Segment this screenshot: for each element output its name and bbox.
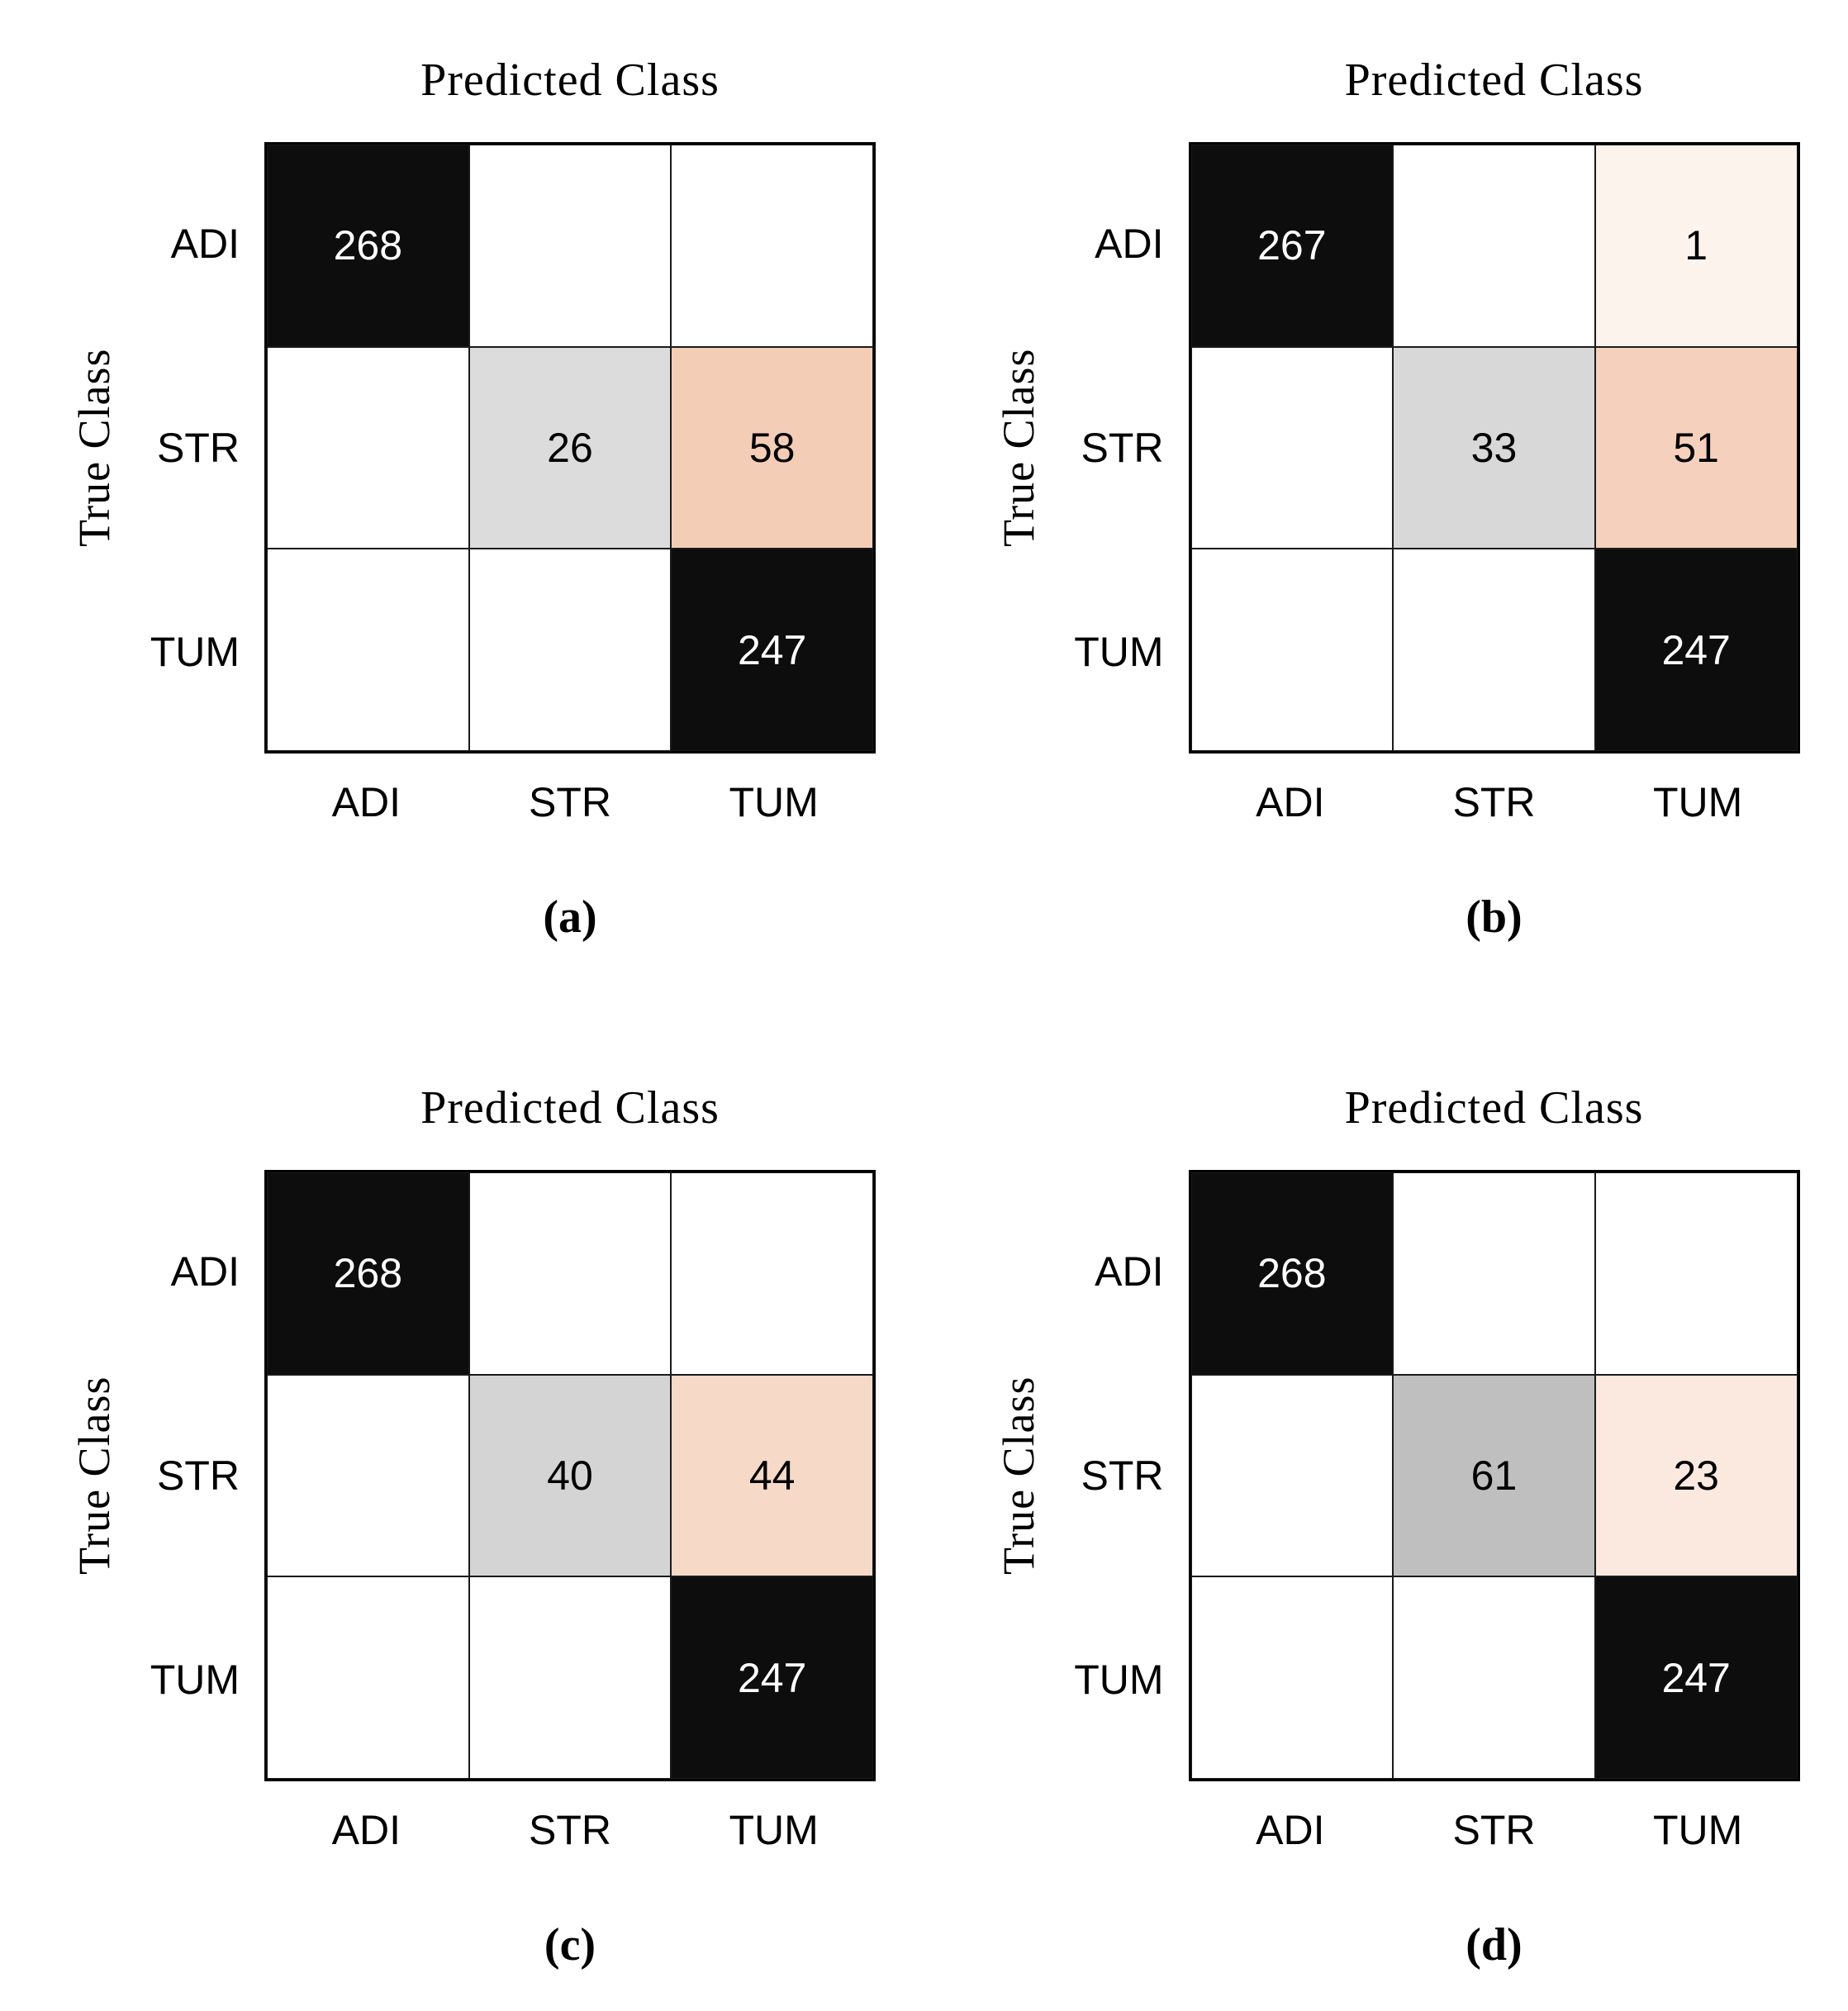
matrix-cell xyxy=(468,1172,672,1375)
row-label-str: STR xyxy=(1081,1452,1164,1499)
col-labels: ADI STR TUM xyxy=(264,754,876,851)
col-label-tum: TUM xyxy=(1653,779,1743,825)
confusion-matrix-grid: 267 1 33 51 247 xyxy=(1188,142,1800,754)
col-labels: ADI STR TUM xyxy=(264,1781,876,1879)
confusion-matrix-grid: 268 61 23 247 xyxy=(1188,1170,1800,1781)
matrix-cell: 247 xyxy=(671,549,873,751)
matrix-cell: 268 xyxy=(267,1172,469,1375)
confusion-matrix-panel-d: Predicted Class True Class ADI STR TUM 2… xyxy=(924,986,1848,1971)
col-label-str: STR xyxy=(1452,779,1536,825)
matrix-cell: 61 xyxy=(1393,1374,1595,1577)
matrix-cell: 247 xyxy=(1594,1576,1798,1779)
matrix-cell: 1 xyxy=(1594,145,1798,347)
predicted-class-title: Predicted Class xyxy=(420,55,720,106)
matrix-cell xyxy=(1393,1576,1595,1779)
row-label-tum: TUM xyxy=(1074,1656,1164,1703)
col-label-adi: ADI xyxy=(331,1807,401,1853)
matrix-cell xyxy=(468,145,672,347)
matrix-cell xyxy=(267,346,469,549)
row-label-adi: ADI xyxy=(170,1248,240,1296)
matrix-cell: 58 xyxy=(671,346,873,549)
col-label-adi: ADI xyxy=(331,779,401,825)
row-labels: ADI STR TUM xyxy=(1065,142,1189,754)
col-label-tum: TUM xyxy=(1653,1807,1743,1853)
row-label-str: STR xyxy=(157,424,240,471)
matrix-cell xyxy=(1594,1172,1798,1375)
matrix-cell: 247 xyxy=(1594,549,1798,751)
predicted-class-title: Predicted Class xyxy=(1344,1082,1644,1134)
row-label-tum: TUM xyxy=(150,628,240,675)
matrix-cell xyxy=(671,145,873,347)
matrix-cell: 247 xyxy=(671,1576,873,1779)
confusion-matrix-panel-c: Predicted Class True Class ADI STR TUM 2… xyxy=(0,986,924,1971)
row-label-adi: ADI xyxy=(1095,1248,1164,1296)
row-label-adi: ADI xyxy=(170,221,240,268)
confusion-matrix-grid: 268 26 58 247 xyxy=(264,142,876,754)
matrix-cell xyxy=(1393,1172,1595,1375)
true-class-axis-label: True Class xyxy=(993,1376,1043,1576)
true-class-axis-label: True Class xyxy=(993,348,1043,548)
row-labels: ADI STR TUM xyxy=(140,142,264,754)
col-label-str: STR xyxy=(528,779,611,825)
matrix-cell: 33 xyxy=(1393,346,1595,549)
col-label-str: STR xyxy=(1452,1807,1536,1853)
matrix-cell xyxy=(468,549,672,751)
panel-caption-a: (a) xyxy=(543,891,597,943)
col-label-tum: TUM xyxy=(729,1807,819,1853)
true-class-axis-label: True Class xyxy=(69,348,119,548)
col-labels: ADI STR TUM xyxy=(1189,1781,1800,1879)
row-labels: ADI STR TUM xyxy=(1065,1170,1189,1781)
row-label-str: STR xyxy=(157,1452,240,1499)
matrix-cell: 51 xyxy=(1594,346,1798,549)
matrix-cell: 267 xyxy=(1190,145,1394,347)
matrix-cell: 40 xyxy=(468,1374,672,1577)
row-label-tum: TUM xyxy=(150,1656,240,1703)
panel-caption-d: (d) xyxy=(1466,1919,1523,1971)
matrix-cell xyxy=(1190,1576,1394,1779)
confusion-matrix-panel-a: Predicted Class True Class ADI STR TUM 2… xyxy=(0,7,924,986)
col-label-adi: ADI xyxy=(1256,1807,1325,1853)
true-class-axis-label: True Class xyxy=(69,1376,119,1576)
confusion-matrix-panel-b: Predicted Class True Class ADI STR TUM 2… xyxy=(924,7,1848,986)
matrix-cell: 26 xyxy=(468,346,672,549)
col-label-str: STR xyxy=(528,1807,611,1853)
matrix-cell xyxy=(1393,145,1595,347)
matrix-cell: 268 xyxy=(1190,1172,1394,1375)
matrix-cell xyxy=(1190,549,1394,751)
row-label-adi: ADI xyxy=(1095,221,1164,268)
matrix-cell xyxy=(1393,549,1595,751)
matrix-cell xyxy=(267,549,469,751)
matrix-cell xyxy=(671,1172,873,1375)
row-labels: ADI STR TUM xyxy=(140,1170,264,1781)
matrix-cell xyxy=(468,1576,672,1779)
matrix-cell xyxy=(1190,346,1394,549)
col-label-tum: TUM xyxy=(729,779,819,825)
panel-caption-b: (b) xyxy=(1466,891,1523,943)
col-label-adi: ADI xyxy=(1256,779,1325,825)
row-label-str: STR xyxy=(1081,424,1164,471)
confusion-matrix-grid: 268 40 44 247 xyxy=(264,1170,876,1781)
matrix-cell: 44 xyxy=(671,1374,873,1577)
predicted-class-title: Predicted Class xyxy=(420,1082,720,1134)
col-labels: ADI STR TUM xyxy=(1189,754,1800,851)
matrix-cell: 268 xyxy=(267,145,469,347)
panel-caption-c: (c) xyxy=(544,1919,596,1971)
confusion-matrix-figure: Predicted Class True Class ADI STR TUM 2… xyxy=(0,7,1848,1971)
matrix-cell xyxy=(267,1576,469,1779)
predicted-class-title: Predicted Class xyxy=(1344,55,1644,106)
matrix-cell xyxy=(267,1374,469,1577)
row-label-tum: TUM xyxy=(1074,628,1164,675)
matrix-cell: 23 xyxy=(1594,1374,1798,1577)
matrix-cell xyxy=(1190,1374,1394,1577)
